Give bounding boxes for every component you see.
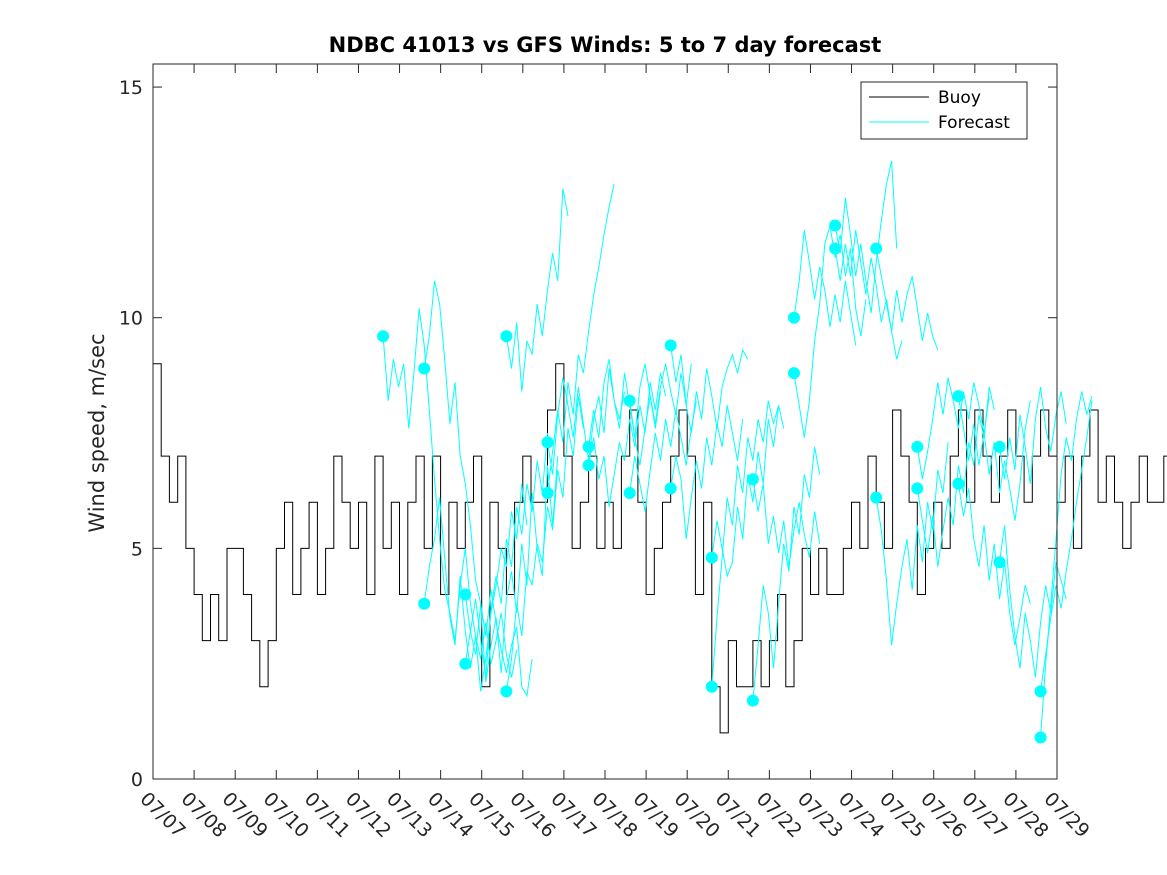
x-tick-label: 07/29: [1039, 788, 1093, 842]
y-tick-label: 15: [119, 77, 143, 99]
x-tick-label: 07/19: [629, 788, 683, 842]
forecast-segment-13: [629, 400, 697, 512]
y-tick-label: 10: [119, 308, 143, 330]
forecast-marker-30: [993, 440, 1006, 453]
forecast-marker-1: [377, 330, 390, 343]
forecast-segment-20: [793, 225, 867, 438]
forecast-segment-32: [1040, 391, 1093, 738]
forecast-segment-5: [464, 432, 548, 678]
forecast-segment-10: [588, 359, 661, 447]
forecast-segment-8: [547, 183, 615, 494]
forecast-segment-7: [505, 188, 569, 392]
chart-title: NDBC 41013 vs GFS Winds: 5 to 7 day fore…: [329, 33, 882, 57]
forecast-marker-32: [1034, 731, 1047, 744]
forecast-marker-23: [829, 219, 842, 232]
forecast-segment-19: [752, 446, 821, 701]
forecast-marker-31: [993, 556, 1006, 569]
legend-box: [860, 81, 1028, 140]
forecast-marker-9: [541, 436, 554, 449]
forecast-marker-15: [664, 482, 677, 495]
forecast-marker-2: [418, 362, 431, 375]
forecast-segment-26: [916, 386, 995, 567]
y-tick-label: 5: [131, 538, 143, 560]
forecast-marker-21: [788, 311, 800, 324]
x-tick-label: 07/15: [464, 788, 518, 842]
forecast-segment-18: [752, 479, 821, 567]
forecast-segment-6: [505, 396, 584, 692]
forecast-marker-25: [870, 491, 883, 504]
forecast-marker-12: [623, 394, 636, 407]
x-tick-label: 07/10: [259, 788, 313, 842]
x-tick-label: 07/23: [793, 788, 847, 842]
x-tick-label: 07/28: [998, 788, 1052, 842]
legend: Buoy Forecast: [860, 81, 1028, 140]
y-tick-label: 0: [131, 769, 143, 791]
forecast-segment-23: [834, 160, 898, 314]
forecast-marker-3: [418, 597, 431, 610]
forecast-segment-15: [670, 405, 744, 540]
x-tick-label: 07/18: [587, 788, 641, 842]
forecast-marker-16: [705, 551, 718, 564]
legend-label-buoy: Buoy: [938, 88, 981, 108]
x-tick-label: 07/11: [300, 788, 354, 842]
forecast-segment-33: [1040, 400, 1093, 692]
x-tick-label: 07/13: [382, 788, 436, 842]
x-tick-label: 07/08: [177, 788, 231, 842]
x-tick-label: 07/12: [341, 788, 395, 842]
forecast-segment-4: [464, 456, 559, 683]
x-tick-label: 07/26: [916, 788, 970, 842]
x-tick-label: 07/20: [670, 788, 724, 842]
plot-area: [153, 160, 1167, 744]
forecast-segment-30: [999, 386, 1067, 484]
forecast-segment-29: [957, 483, 1031, 646]
forecast-segment-12: [629, 363, 692, 466]
forecast-marker-18: [746, 473, 759, 486]
forecast-marker-17: [705, 680, 718, 693]
forecast-marker-7: [500, 330, 513, 343]
x-tick-label: 07/25: [875, 788, 929, 842]
legend-label-forecast: Forecast: [938, 113, 1010, 133]
y-axis-label: Wind speed, m/sec: [85, 333, 109, 532]
forecast-marker-24: [870, 242, 883, 255]
x-tick-label: 07/07: [135, 788, 189, 842]
forecast-marker-5: [459, 657, 472, 670]
x-tick-label: 07/16: [505, 788, 559, 842]
forecast-marker-10: [582, 440, 595, 453]
forecast-segment-24: [875, 248, 939, 351]
forecast-marker-28: [952, 390, 965, 403]
forecast-marker-11: [582, 459, 595, 472]
forecast-marker-27: [911, 440, 924, 453]
forecast-segment-31: [999, 525, 1067, 678]
forecast-marker-22: [829, 242, 842, 255]
forecast-segment-17: [711, 400, 780, 687]
x-tick-label: 07/24: [834, 788, 888, 842]
forecast-marker-4: [459, 588, 472, 601]
forecast-segment-25: [875, 442, 949, 646]
x-tick-label: 07/17: [546, 788, 600, 842]
forecast-marker-14: [664, 339, 677, 352]
forecast-marker-20: [788, 367, 800, 380]
forecast-segment-11: [588, 372, 667, 507]
x-tick-label: 07/27: [957, 788, 1011, 842]
forecast-marker-29: [952, 477, 965, 490]
forecast-segment-21: [793, 230, 857, 346]
x-tick-label: 07/22: [752, 788, 806, 842]
forecast-marker-33: [1034, 685, 1047, 698]
forecast-marker-19: [746, 694, 759, 707]
forecast-segment-27: [916, 377, 990, 480]
forecast-segment-16: [711, 405, 785, 578]
forecast-segment-3: [423, 483, 528, 692]
forecast-marker-8: [541, 487, 554, 499]
x-tick-label: 07/14: [423, 788, 477, 842]
x-tick-label: 07/21: [711, 788, 765, 842]
forecast-segment-14: [670, 345, 749, 434]
x-tick-label: 07/09: [218, 788, 272, 842]
buoy-series-line: [153, 363, 1167, 734]
forecast-segment-28: [957, 396, 1031, 521]
forecast-marker-6: [500, 685, 513, 698]
forecast-marker-26: [911, 482, 924, 495]
forecast-marker-13: [623, 487, 636, 499]
